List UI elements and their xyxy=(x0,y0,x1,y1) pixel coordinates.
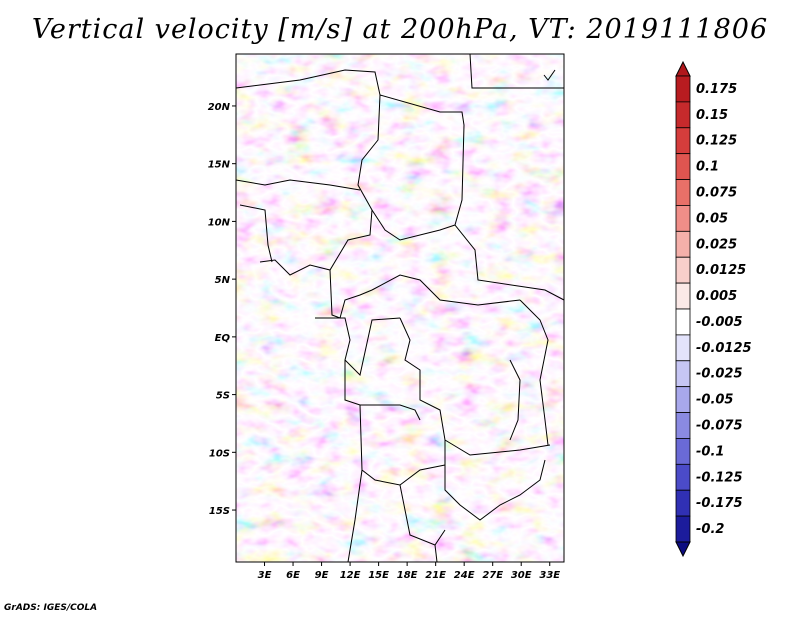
colorbar-label: -0.2 xyxy=(696,522,724,537)
colorbar-label: 0.005 xyxy=(696,289,737,304)
lon-tick-label: 6E xyxy=(286,570,300,581)
colorbar-segment xyxy=(675,75,691,103)
colorbar-segment xyxy=(675,256,691,284)
colorbar-segment xyxy=(675,127,691,155)
lon-tick-label: 18E xyxy=(397,570,418,581)
colorbar-segment xyxy=(675,101,691,129)
lon-tick-label: 12E xyxy=(340,570,361,581)
colorbar-top-arrow xyxy=(675,60,691,77)
colorbar-segment xyxy=(675,438,691,465)
colorbar-segment xyxy=(675,489,691,517)
colorbar-label: 0.175 xyxy=(696,82,737,97)
colorbar-segment xyxy=(675,463,691,491)
colorbar-label: 0.1 xyxy=(696,160,719,175)
colorbar-segment xyxy=(675,179,691,206)
lat-tick-label: 5S xyxy=(216,391,230,402)
lon-tick-label: 27E xyxy=(482,570,503,581)
colorbar-segment xyxy=(675,334,691,362)
colorbar-label: -0.005 xyxy=(696,315,743,330)
colorbar-label: 0.15 xyxy=(696,108,728,123)
lon-tick-label: 33E xyxy=(539,570,560,581)
colorbar-segment xyxy=(675,230,691,258)
colorbar-label: -0.175 xyxy=(696,496,743,511)
lon-tick-label: 3E xyxy=(258,570,272,581)
colorbar-label: -0.05 xyxy=(696,393,733,408)
lon-tick-label: 9E xyxy=(315,570,329,581)
lat-tick-label: 15S xyxy=(209,506,230,517)
colorbar-bottom-arrow xyxy=(675,541,691,558)
colorbar-label: -0.075 xyxy=(696,419,743,434)
lat-tick-label: 10S xyxy=(209,448,230,459)
colorbar-segment xyxy=(675,308,691,336)
lon-tick-label: 30E xyxy=(511,570,532,581)
lat-tick-label: 5N xyxy=(215,275,231,286)
colorbar-label: 0.05 xyxy=(696,211,728,226)
map-frame xyxy=(235,53,565,563)
lon-tick-label: 21E xyxy=(425,570,446,581)
lat-tick-label: 15N xyxy=(208,160,231,171)
colorbar-label: 0.025 xyxy=(696,237,737,252)
lat-tick-label: 20N xyxy=(208,102,231,113)
lat-tick-label: 10N xyxy=(208,217,231,228)
lon-tick-label: 24E xyxy=(454,570,475,581)
velocity-field xyxy=(236,54,564,562)
credit-text: GrADS: IGES/COLA xyxy=(4,603,98,613)
colorbar-segment xyxy=(675,360,691,388)
colorbar-label: 0.075 xyxy=(696,186,737,201)
colorbar-label: -0.0125 xyxy=(696,341,752,356)
colorbar: 0.175 0.15 0.125 0.1 0.075 0.05 0.025 0.0125 0.0… xyxy=(675,60,752,558)
longitude-axis: 3E 6E 9E 12E 15E 18E 21E 24E 27E 30E 33E xyxy=(258,562,560,581)
colorbar-segment xyxy=(675,515,691,543)
colorbar-segment xyxy=(675,386,691,413)
colorbar-label: -0.025 xyxy=(696,367,743,382)
country-borders xyxy=(236,54,564,562)
colorbar-label: -0.125 xyxy=(696,470,743,485)
lon-tick-label: 15E xyxy=(368,570,389,581)
colorbar-segment xyxy=(675,282,691,310)
colorbar-segment xyxy=(675,205,691,232)
latitude-axis: 20N 15N 10N 5N EQ 5S 10S 15S xyxy=(208,102,236,517)
colorbar-segment xyxy=(675,153,691,180)
colorbar-segment xyxy=(675,412,691,439)
chart-title: Vertical velocity [m/s] at 200hPa, VT: 2… xyxy=(31,14,769,45)
colorbar-label: 0.125 xyxy=(696,134,737,149)
colorbar-label: -0.1 xyxy=(696,444,724,459)
colorbar-label: 0.0125 xyxy=(696,263,746,278)
lat-tick-label: EQ xyxy=(215,333,231,344)
